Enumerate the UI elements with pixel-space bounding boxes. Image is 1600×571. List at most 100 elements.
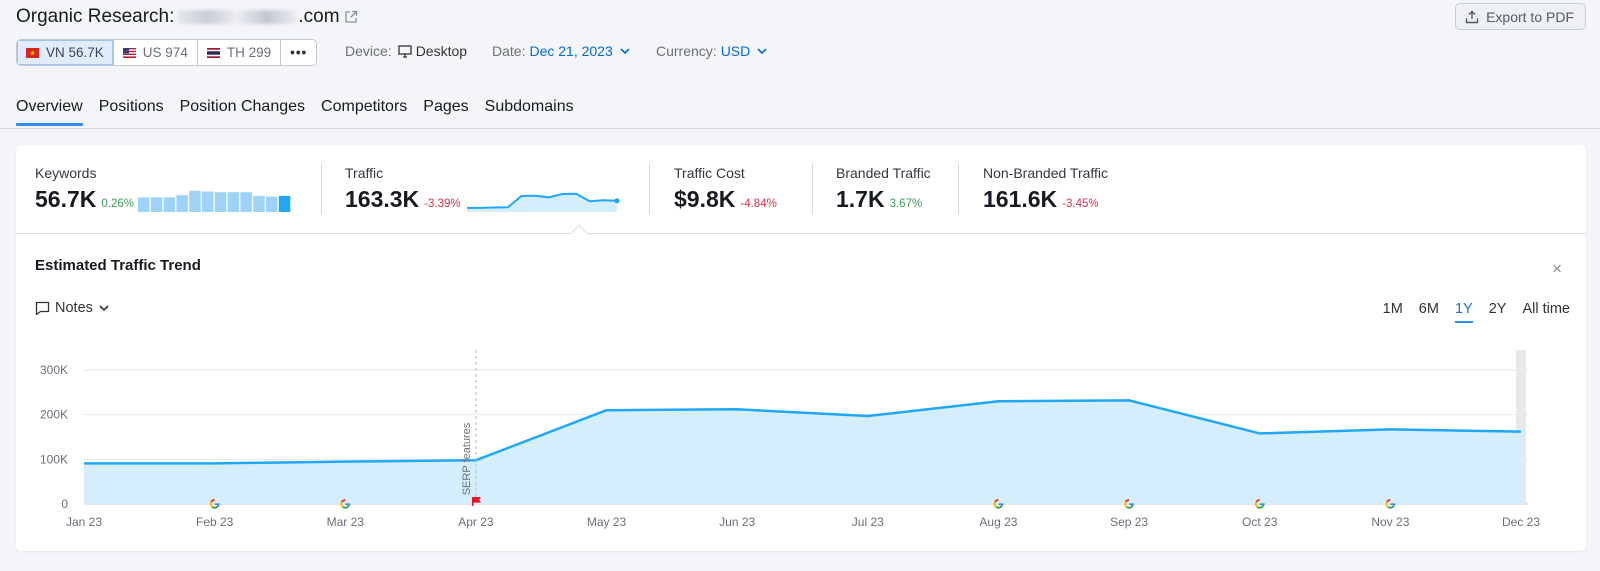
x-tick-label: Jul 23 — [852, 515, 884, 529]
tab-competitors[interactable]: Competitors — [321, 98, 408, 115]
x-tick-label: Sep 23 — [1110, 515, 1148, 529]
traffic-point[interactable] — [865, 413, 871, 419]
device-value: Desktop — [415, 43, 468, 59]
range-6m[interactable]: 6M — [1418, 301, 1439, 317]
chevron-down-icon — [99, 305, 109, 312]
db-th[interactable]: TH 299 — [198, 40, 282, 65]
range-1y[interactable]: 1Y — [1454, 301, 1473, 323]
keywords-spark-bar — [265, 196, 278, 212]
title-prefix: Organic Research: — [16, 6, 175, 27]
keywords-spark-bar — [137, 197, 150, 212]
export-icon — [1465, 10, 1479, 23]
metric-divider — [958, 163, 959, 214]
currency-value: USD — [720, 43, 751, 59]
chevron-down-icon — [757, 48, 767, 55]
metric-branded-traffic[interactable]: Branded Traffic 1.7K 3.67% — [836, 165, 931, 213]
google-update-icon[interactable] — [1254, 499, 1265, 509]
more-databases-button[interactable]: ••• — [281, 40, 316, 65]
metric-non-branded-traffic[interactable]: Non-Branded Traffic 161.6K -3.45% — [983, 165, 1108, 213]
traffic-change: -3.39% — [424, 198, 461, 210]
google-update-icon[interactable] — [993, 499, 1004, 509]
report-tabs: Overview Positions Position Changes Comp… — [16, 98, 574, 126]
tab-pages[interactable]: Pages — [423, 98, 469, 115]
metric-traffic[interactable]: Traffic 163.3K -3.39% — [345, 165, 623, 213]
y-tick-label: 100K — [40, 452, 68, 466]
traffic-spark-line — [466, 192, 617, 209]
export-pdf-button[interactable]: Export to PDF — [1455, 3, 1586, 30]
non-branded-value: 161.6K — [983, 186, 1058, 212]
keywords-spark-bar — [253, 195, 265, 212]
db-us[interactable]: US 974 — [114, 40, 198, 65]
traffic-trend-chart[interactable]: 0 100K 200K 300K SERP features Jan 23 Feb 23 Ma… — [16, 348, 1586, 548]
device-filter[interactable]: Device: Desktop — [345, 43, 467, 59]
traffic-point[interactable] — [734, 406, 740, 412]
non-branded-label: Non-Branded Traffic — [983, 165, 1109, 181]
traffic-point[interactable] — [1257, 430, 1263, 436]
traffic-line — [84, 399, 1522, 465]
traffic-point[interactable] — [212, 460, 218, 466]
overview-card: Keywords 56.7K 0.26% Traffic 163.3K -3.3… — [16, 145, 1586, 551]
chevron-down-icon — [620, 48, 630, 55]
tab-positions[interactable]: Positions — [98, 98, 164, 115]
traffic-cost-change: -4.84% — [740, 198, 777, 210]
close-icon[interactable]: × — [1552, 259, 1562, 278]
trend-title: Estimated Traffic Trend — [35, 257, 201, 274]
desktop-icon — [398, 44, 412, 58]
metric-traffic-cost[interactable]: Traffic Cost $9.8K -4.84% — [674, 165, 777, 213]
google-update-icon[interactable] — [340, 499, 351, 509]
note-flag-icon[interactable] — [471, 497, 481, 506]
x-tick-label: Feb 23 — [196, 515, 234, 529]
keywords-spark-bar — [163, 197, 176, 212]
x-tick-label: Dec 23 — [1502, 515, 1540, 529]
metrics-summary: Keywords 56.7K 0.26% Traffic 163.3K -3.3… — [16, 145, 1586, 233]
traffic-cost-label: Traffic Cost — [674, 165, 745, 181]
external-link-icon[interactable] — [344, 10, 358, 24]
google-update-icon[interactable] — [209, 499, 220, 509]
traffic-point[interactable] — [342, 459, 348, 465]
keywords-label: Keywords — [35, 165, 97, 181]
traffic-point[interactable] — [1126, 397, 1132, 403]
traffic-spark-end-dot — [614, 198, 620, 204]
traffic-label: Traffic — [345, 165, 384, 181]
metric-divider — [812, 163, 813, 214]
google-update-icon[interactable] — [1385, 499, 1396, 509]
google-update-icon[interactable] — [1124, 499, 1135, 509]
branded-change: 3.67% — [889, 198, 923, 210]
traffic-cost-value: $9.8K — [674, 186, 736, 212]
traffic-point[interactable] — [81, 460, 87, 466]
branded-value: 1.7K — [836, 186, 885, 212]
x-tick-label: Jun 23 — [719, 515, 755, 529]
currency-filter[interactable]: Currency: USD — [656, 43, 768, 59]
tab-position-changes[interactable]: Position Changes — [179, 98, 306, 115]
date-label: Date: — [492, 43, 526, 59]
date-filter[interactable]: Date: Dec 21, 2023 — [492, 43, 631, 59]
metric-keywords[interactable]: Keywords 56.7K 0.26% — [35, 165, 296, 213]
keywords-change: 0.26% — [101, 198, 134, 210]
redacted-domain — [178, 10, 297, 24]
range-2y[interactable]: 2Y — [1488, 301, 1507, 317]
metrics-divider — [16, 233, 1586, 234]
device-label: Device: — [345, 43, 392, 59]
traffic-point[interactable] — [1387, 426, 1393, 432]
keywords-value: 56.7K — [35, 186, 97, 212]
date-value: Dec 21, 2023 — [529, 43, 613, 59]
traffic-point[interactable] — [604, 407, 610, 413]
x-tick-label: Mar 23 — [327, 515, 365, 529]
tab-subdomains[interactable]: Subdomains — [484, 98, 574, 115]
tab-overview[interactable]: Overview — [16, 98, 83, 126]
y-tick-label: 0 — [61, 497, 68, 511]
range-all-time[interactable]: All time — [1522, 301, 1570, 317]
keywords-sparkline — [137, 190, 291, 212]
x-tick-label: Aug 23 — [979, 515, 1017, 529]
export-label: Export to PDF — [1486, 8, 1574, 25]
db-th-label: TH 299 — [226, 45, 272, 60]
page-title: Organic Research: .com — [16, 6, 358, 28]
range-1m[interactable]: 1M — [1382, 301, 1403, 317]
branded-label: Branded Traffic — [836, 165, 931, 181]
traffic-point[interactable] — [1518, 429, 1524, 435]
traffic-sparkline — [466, 192, 620, 212]
notes-label: Notes — [55, 300, 93, 316]
notes-dropdown[interactable]: Notes — [35, 300, 110, 316]
db-vn[interactable]: VN 56.7K — [17, 40, 114, 65]
traffic-point[interactable] — [995, 398, 1001, 404]
